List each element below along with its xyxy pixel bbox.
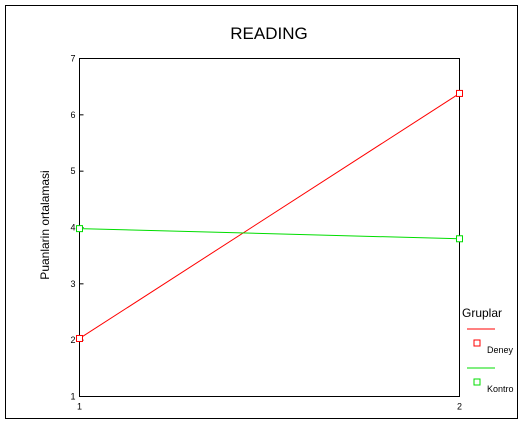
y-tick-label: 2 (70, 335, 75, 345)
data-point-kontro (456, 235, 463, 243)
legend-marker-kontro (473, 378, 481, 386)
y-tick-label: 6 (70, 110, 75, 120)
series-line-kontro (79, 228, 460, 240)
legend: Deney Kontro (467, 328, 514, 394)
chart-frame (5, 5, 518, 419)
series-line-deney (79, 93, 460, 339)
y-axis-label: Puanlarin ortalamasi (38, 170, 52, 279)
legend-title: Gruplar (462, 306, 502, 320)
legend-label-kontro: Kontro (487, 384, 514, 394)
y-tick-label: 4 (70, 223, 75, 233)
data-point-deney (76, 334, 83, 342)
legend-marker-deney (473, 339, 481, 347)
data-point-kontro (76, 225, 83, 233)
y-tick-label: 3 (70, 279, 75, 289)
series-group (76, 89, 463, 342)
legend-label-deney: Deney (487, 345, 514, 355)
x-tick-label: 2 (457, 402, 462, 412)
y-tick-label: 5 (70, 166, 75, 176)
data-point-deney (456, 89, 463, 97)
x-tick-label: 1 (77, 402, 82, 412)
chart-title: READING (230, 24, 307, 43)
y-tick-label: 7 (70, 54, 75, 64)
y-tick-label: 1 (70, 392, 75, 402)
